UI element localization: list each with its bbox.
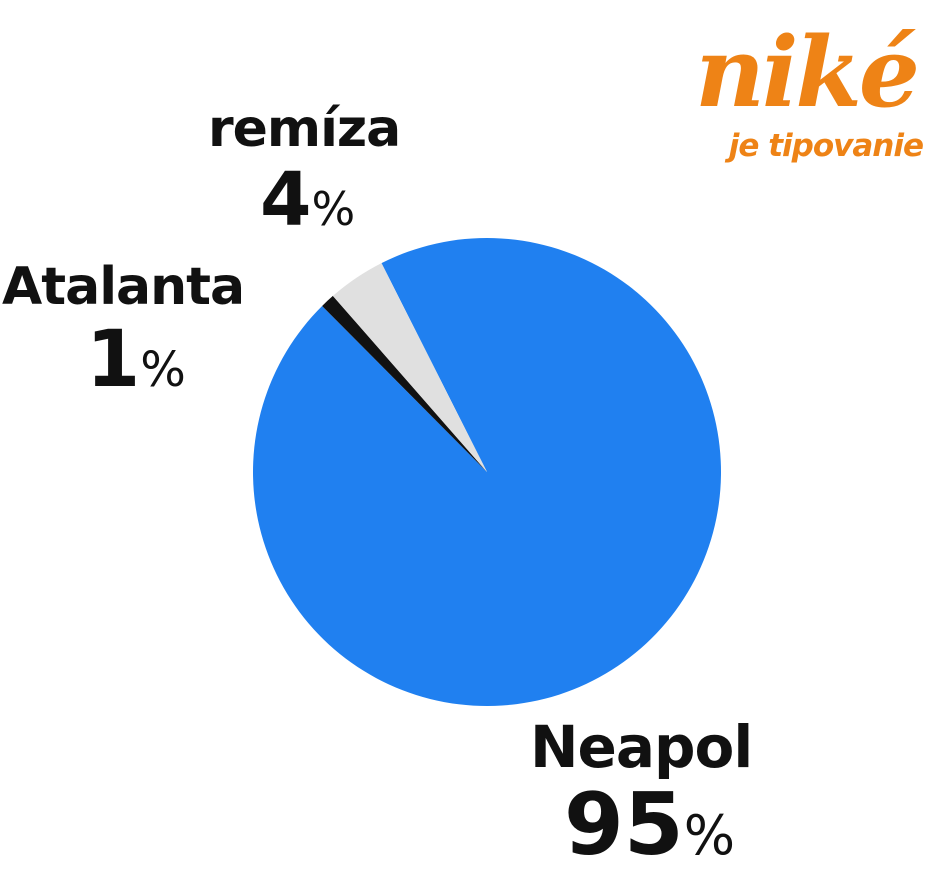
logo-tagline: je tipovanie — [728, 128, 924, 165]
percent-sign: % — [683, 803, 735, 867]
label-neapol: Neapol 95% — [530, 713, 753, 870]
nike-logo: niké je tipovanie — [695, 16, 924, 166]
pie-slice-atalanta — [322, 295, 487, 472]
label-atalanta: Atalanta 1% — [2, 257, 245, 405]
percent-value: 95 — [564, 774, 684, 875]
slice-label-name: Atalanta — [2, 257, 245, 317]
slice-label-percent: 1% — [86, 314, 244, 405]
slice-label-name: Neapol — [530, 713, 753, 781]
slice-label-percent: 4% — [260, 156, 400, 243]
slice-label-name: remíza — [208, 99, 401, 159]
label-remiza: remíza 4% — [208, 99, 401, 243]
logo-brand: niké — [695, 16, 920, 129]
pie-slice-remíza — [332, 263, 487, 472]
percent-sign: % — [311, 181, 356, 236]
percent-value: 1 — [86, 314, 141, 405]
percent-sign: % — [140, 341, 186, 398]
percent-value: 4 — [260, 156, 312, 243]
slice-label-percent: 95% — [564, 780, 752, 870]
pie-slice-neapol — [253, 238, 721, 707]
